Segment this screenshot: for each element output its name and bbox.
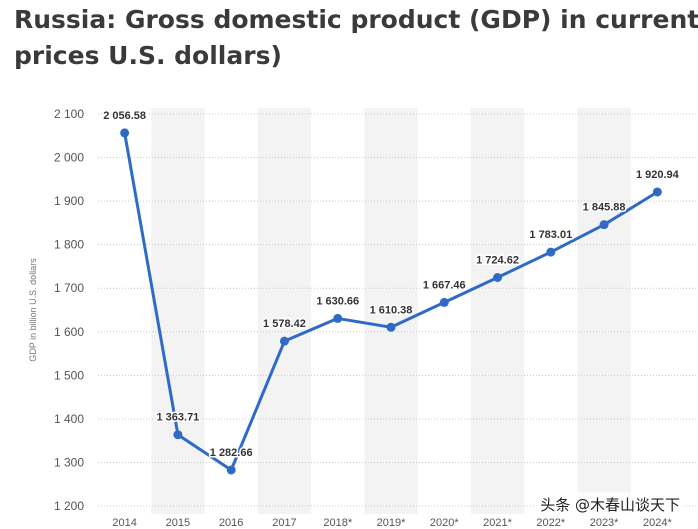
series-line	[120, 128, 662, 475]
data-label: 1 610.38	[370, 304, 413, 316]
data-point	[652, 187, 662, 197]
data-point	[599, 220, 609, 230]
watermark-text: 头条 @木春山谈天下	[536, 492, 684, 517]
data-label: 1 845.88	[583, 202, 626, 214]
x-tick-label: 2017	[272, 517, 296, 529]
data-point	[279, 336, 289, 346]
data-labels: 2 056.58 1 363.71 1 282.66 1 578.42 1 630.66…	[102, 108, 681, 460]
x-tick-label: 2022*	[536, 517, 565, 529]
data-point	[546, 247, 556, 257]
column-band	[257, 108, 312, 514]
column-band	[470, 108, 525, 514]
x-tick-label: 2019*	[377, 517, 406, 529]
data-label: 2 056.58	[103, 110, 146, 122]
y-tick-label: 1 800	[54, 238, 84, 252]
column-band	[577, 108, 631, 514]
y-tick-label: 1 200	[54, 499, 84, 513]
x-tick-label: 2024*	[643, 517, 672, 529]
y-tick-label: 1 400	[54, 412, 84, 426]
x-tick-label: 2015	[166, 517, 190, 529]
y-tick-label: 1 700	[54, 281, 84, 295]
x-tick-label: 2020*	[430, 517, 459, 529]
data-point	[120, 128, 130, 138]
x-tick-label: 2021*	[483, 517, 512, 529]
y-tick-label: 2 100	[54, 107, 84, 121]
y-tick-label: 1 600	[54, 325, 84, 339]
data-label: 1 578.42	[263, 318, 306, 330]
data-point	[333, 313, 343, 323]
gridlines	[98, 113, 698, 507]
y-tick-label: 1 900	[54, 194, 84, 208]
column-band	[364, 108, 418, 514]
data-label: 1 920.94	[636, 169, 680, 181]
y-tick-label: 1 300	[54, 455, 84, 469]
y-axis-ticks: 1 200 1 300 1 400 1 500 1 600 1 700 1 800 1 900…	[54, 107, 84, 513]
x-tick-label: 2014	[112, 517, 136, 529]
y-tick-label: 2 000	[54, 151, 84, 165]
data-point	[493, 272, 503, 282]
data-point	[439, 297, 449, 307]
data-point	[386, 322, 396, 332]
x-tick-label: 2018*	[323, 517, 352, 529]
x-tick-label: 2023*	[590, 517, 619, 529]
data-label: 1 363.71	[156, 412, 199, 424]
data-point	[173, 430, 183, 440]
data-label: 1 282.66	[210, 447, 253, 459]
data-label: 1 667.46	[423, 279, 466, 291]
chart-title: Russia: Gross domestic product (GDP) in …	[14, 5, 698, 70]
column-bands	[151, 108, 631, 514]
data-point	[226, 465, 236, 475]
y-axis-label: GDP in billion U.S. dollars	[28, 258, 38, 362]
data-label: 1 783.01	[529, 229, 572, 241]
column-band	[151, 108, 205, 514]
x-tick-label: 2016	[219, 517, 243, 529]
y-tick-label: 1 500	[54, 368, 84, 382]
data-label: 1 630.66	[316, 295, 359, 307]
x-axis-ticks: 2014 2015 2016 2017 2018* 2019* 2020* 2021* 2022…	[112, 517, 672, 529]
data-label: 1 724.62	[476, 254, 519, 266]
